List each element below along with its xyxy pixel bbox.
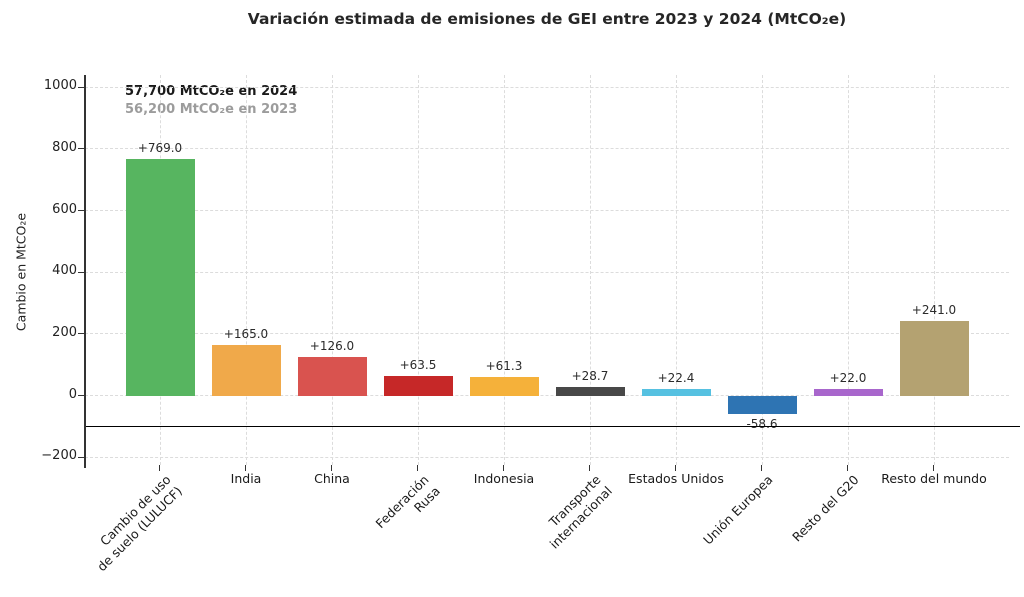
bar-federacion-rusa — [383, 376, 453, 396]
bar-union-europea — [727, 395, 797, 414]
x-tick-label-india: India — [230, 471, 262, 486]
x-tick-mark — [245, 465, 247, 471]
y-tick-label: 1000 — [43, 78, 77, 94]
x-gridline — [245, 75, 247, 465]
x-tick-mark — [159, 465, 161, 471]
bar-value-label-india: +165.0 — [223, 326, 269, 341]
bar-value-label-estados-unidos: +22.4 — [657, 370, 695, 385]
y-gridline — [85, 148, 1009, 150]
y-gridline — [85, 395, 1009, 397]
bar-value-label-china: +126.0 — [309, 338, 355, 353]
y-tick-mark — [78, 394, 85, 396]
x-gridline — [761, 75, 763, 465]
x-tick-label-cambio-de-uso-de-suelo-lulucf: Cambio de uso de suelo (LULUCF) — [94, 472, 186, 575]
x-gridline — [933, 75, 935, 465]
bar-india — [211, 344, 281, 396]
bar-resto-del-mundo — [899, 321, 969, 396]
x-tick-mark — [589, 465, 591, 471]
x-tick-mark — [331, 465, 333, 471]
y-gridline — [85, 333, 1009, 335]
bar-value-label-resto-del-g20: +22.0 — [829, 370, 867, 385]
y-gridline — [85, 86, 1009, 88]
y-axis-spine — [84, 75, 86, 468]
bar-resto-del-g20 — [813, 388, 883, 396]
x-tick-mark — [675, 465, 677, 471]
x-gridline — [503, 75, 505, 465]
x-gridline — [417, 75, 419, 465]
x-gridline — [675, 75, 677, 465]
bar-estados-unidos — [641, 388, 711, 396]
y-tick-label: 800 — [52, 139, 77, 155]
bar-value-label-cambio-de-uso-de-suelo-lulucf: +769.0 — [137, 140, 183, 155]
y-tick-label: 600 — [52, 201, 77, 217]
y-tick-mark — [78, 209, 85, 211]
bar-value-label-federacion-rusa: +63.5 — [399, 358, 437, 373]
y-gridline — [85, 271, 1009, 273]
x-tick-mark — [417, 465, 419, 471]
y-tick-mark — [78, 456, 85, 458]
x-tick-label-resto-del-g20: Resto del G20 — [789, 472, 862, 545]
y-tick-mark — [78, 333, 85, 335]
y-tick-label: 400 — [52, 263, 77, 279]
x-tick-mark — [933, 465, 935, 471]
x-tick-label-estados-unidos: Estados Unidos — [628, 471, 724, 486]
x-tick-label-indonesia: Indonesia — [473, 471, 535, 486]
y-gridline — [85, 456, 1009, 458]
bar-value-label-union-europea: -58.6 — [746, 416, 778, 431]
x-tick-mark — [761, 465, 763, 471]
y-tick-mark — [78, 86, 85, 88]
x-tick-label-resto-del-mundo: Resto del mundo — [881, 471, 987, 486]
x-gridline — [331, 75, 333, 465]
x-tick-mark — [847, 465, 849, 471]
y-gridline — [85, 210, 1009, 212]
bar-indonesia — [469, 376, 539, 396]
y-tick-mark — [78, 148, 85, 150]
bar-value-label-resto-del-mundo: +241.0 — [911, 303, 957, 318]
x-tick-label-china: China — [314, 471, 350, 486]
y-tick-label: 200 — [52, 324, 77, 340]
x-gridline — [847, 75, 849, 465]
chart-title: Variación estimada de emisiones de GEI e… — [247, 10, 847, 28]
bar-transporte-internacional — [555, 386, 625, 396]
y-tick-mark — [78, 271, 85, 273]
x-gridline — [589, 75, 591, 465]
x-tick-mark — [503, 465, 505, 471]
bar-value-label-transporte-internacional: +28.7 — [571, 368, 609, 383]
baseline-line — [85, 425, 1020, 427]
bar-cambio-de-uso-de-suelo-lulucf — [125, 158, 195, 396]
annotation-total-2023: 56,200 MtCO₂e en 2023 — [125, 102, 298, 117]
bar-value-label-indonesia: +61.3 — [485, 358, 523, 373]
y-tick-label: 0 — [68, 386, 77, 402]
y-tick-label: −200 — [41, 448, 77, 464]
bar-china — [297, 356, 367, 396]
